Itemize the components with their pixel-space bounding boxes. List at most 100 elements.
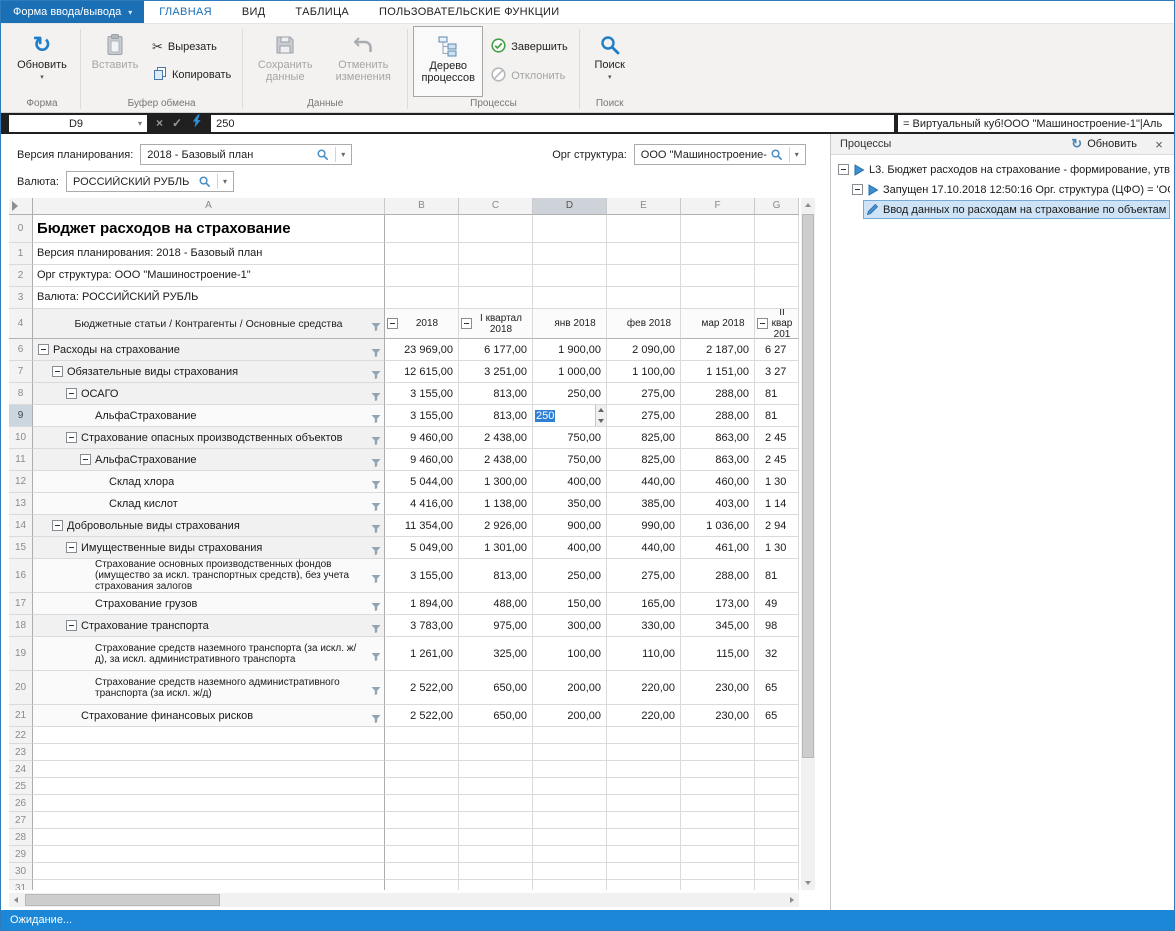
row-header-29[interactable]: 29 — [9, 846, 33, 863]
grid-cell[interactable] — [533, 829, 607, 846]
grid-cell[interactable]: 813,00 — [459, 383, 533, 405]
row-header-13[interactable]: 13 — [9, 493, 33, 515]
horizontal-scroll-track[interactable] — [23, 893, 785, 907]
row-header-27[interactable]: 27 — [9, 812, 33, 829]
grid-cell[interactable] — [607, 215, 681, 243]
grid-cell[interactable]: 1 151,00 — [681, 361, 755, 383]
row-header-10[interactable]: 10 — [9, 427, 33, 449]
collapse-icon[interactable] — [66, 542, 77, 553]
info-cell[interactable]: Валюта: РОССИЙСКИЙ РУБЛЬ — [33, 287, 385, 309]
horizontal-scrollbar[interactable] — [9, 893, 799, 907]
grid-cell[interactable] — [755, 812, 799, 829]
grid-cell[interactable] — [681, 812, 755, 829]
grid-cell[interactable]: 6 27 — [755, 339, 799, 361]
grid-cell[interactable]: 825,00 — [607, 449, 681, 471]
grid-cell[interactable] — [459, 795, 533, 812]
grid-cell[interactable]: 81 — [755, 405, 799, 427]
grid-cell[interactable]: 110,00 — [607, 637, 681, 671]
grid-cell[interactable] — [607, 744, 681, 761]
filter-funnel-icon[interactable] — [371, 571, 381, 583]
grid-cell[interactable]: 990,00 — [607, 515, 681, 537]
grid-cell[interactable] — [755, 863, 799, 880]
grid-cell[interactable] — [533, 778, 607, 795]
row-header-30[interactable]: 30 — [9, 863, 33, 880]
grid-cell[interactable] — [681, 287, 755, 309]
cell-reference-box[interactable]: D9 ▾ — [9, 115, 147, 132]
collapse-icon[interactable] — [52, 520, 63, 531]
grid-cell[interactable] — [681, 880, 755, 890]
grid-cell[interactable]: 2 438,00 — [459, 449, 533, 471]
scroll-right-button[interactable] — [785, 893, 799, 907]
row-label-cell[interactable]: Страхование опасных производственных объ… — [33, 427, 385, 449]
tab-3[interactable]: ПОЛЬЗОВАТЕЛЬСКИЕ ФУНКЦИИ — [379, 6, 560, 18]
confirm-edit-button[interactable]: ✓ — [172, 116, 183, 130]
column-group-header[interactable]: II квар 201 — [755, 309, 799, 339]
grid-cell[interactable] — [607, 778, 681, 795]
vertical-scroll-track[interactable] — [801, 212, 815, 876]
grid-cell[interactable] — [385, 863, 459, 880]
cut-button[interactable]: ✂ Вырезать — [148, 38, 235, 56]
grid-cell[interactable]: 173,00 — [681, 593, 755, 615]
grid-cell[interactable]: 863,00 — [681, 449, 755, 471]
empty-cell[interactable] — [33, 727, 385, 744]
grid-cell[interactable] — [385, 744, 459, 761]
empty-cell[interactable] — [33, 846, 385, 863]
grid-cell[interactable]: 440,00 — [607, 537, 681, 559]
grid-cell[interactable] — [533, 215, 607, 243]
column-header-B[interactable]: B — [385, 198, 459, 215]
row-header-17[interactable]: 17 — [9, 593, 33, 615]
grid-cell[interactable] — [607, 880, 681, 890]
grid-cell[interactable] — [607, 812, 681, 829]
grid-cell[interactable]: 350,00 — [533, 493, 607, 515]
select-all-corner[interactable] — [9, 198, 33, 215]
row-label-cell[interactable]: АльфаСтрахование — [33, 449, 385, 471]
grid-cell[interactable]: 2 438,00 — [459, 427, 533, 449]
grid-cell[interactable] — [681, 846, 755, 863]
filter-funnel-icon[interactable] — [371, 649, 381, 661]
grid-cell[interactable]: 2 45 — [755, 449, 799, 471]
grid-cell[interactable] — [533, 812, 607, 829]
grid-cell[interactable] — [681, 761, 755, 778]
row-label-cell[interactable]: Страхование финансовых рисков — [33, 705, 385, 727]
grid-cell[interactable]: 49 — [755, 593, 799, 615]
collapse-icon[interactable] — [838, 164, 849, 175]
grid-cell[interactable] — [533, 727, 607, 744]
grid-cell[interactable] — [755, 778, 799, 795]
collapse-icon[interactable] — [66, 620, 77, 631]
grid-cell[interactable] — [533, 863, 607, 880]
row-label-cell[interactable]: Имущественные виды страхования — [33, 537, 385, 559]
tab-1[interactable]: ВИД — [241, 6, 266, 18]
grid-cell[interactable]: 750,00 — [533, 427, 607, 449]
grid-cell[interactable]: 81 — [755, 559, 799, 593]
grid-cell[interactable]: 11 354,00 — [385, 515, 459, 537]
grid-cell[interactable]: 400,00 — [533, 471, 607, 493]
process-tree-node-2[interactable]: Ввод данных по расходам на страхование п… — [863, 200, 1171, 219]
row-label-cell[interactable]: Обязательные виды страхования — [33, 361, 385, 383]
grid-cell[interactable] — [681, 829, 755, 846]
grid-cell[interactable]: 65 — [755, 705, 799, 727]
grid-cell[interactable]: 200,00 — [533, 671, 607, 705]
grid-cell[interactable] — [681, 243, 755, 265]
grid-cell[interactable]: 1 301,00 — [459, 537, 533, 559]
grid-cell[interactable] — [385, 778, 459, 795]
empty-cell[interactable] — [33, 778, 385, 795]
grid-cell[interactable]: 1 138,00 — [459, 493, 533, 515]
row-header-3[interactable]: 3 — [9, 287, 33, 309]
empty-cell[interactable] — [33, 863, 385, 880]
grid-cell[interactable] — [607, 265, 681, 287]
version-combo[interactable]: 2018 - Базовый план ▾ — [140, 144, 353, 165]
grid-cell[interactable]: 400,00 — [533, 537, 607, 559]
grid-cell[interactable] — [459, 761, 533, 778]
grid-cell[interactable]: 32 — [755, 637, 799, 671]
row-header-14[interactable]: 14 — [9, 515, 33, 537]
grid-cell[interactable] — [681, 265, 755, 287]
formula-value-input[interactable]: 250 — [211, 115, 894, 132]
column-header-F[interactable]: F — [681, 198, 755, 215]
grid-cell[interactable] — [755, 287, 799, 309]
grid-cell[interactable] — [681, 778, 755, 795]
grid-cell[interactable] — [459, 880, 533, 890]
grid-cell[interactable] — [533, 243, 607, 265]
row-header-28[interactable]: 28 — [9, 829, 33, 846]
grid-cell[interactable]: 3 251,00 — [459, 361, 533, 383]
grid-cell[interactable]: 220,00 — [607, 671, 681, 705]
